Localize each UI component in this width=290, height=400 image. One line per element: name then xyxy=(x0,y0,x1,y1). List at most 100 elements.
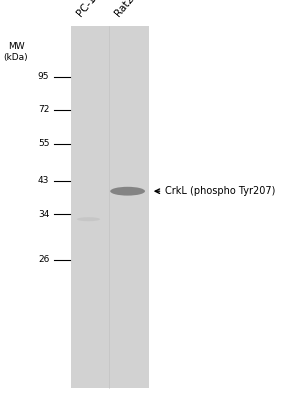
Bar xyxy=(71,116,149,120)
Bar xyxy=(71,196,149,200)
Bar xyxy=(71,261,149,265)
Bar xyxy=(71,40,149,44)
Text: MW
(kDa): MW (kDa) xyxy=(4,42,28,62)
Bar xyxy=(71,174,149,178)
Bar xyxy=(71,120,149,124)
Bar xyxy=(71,62,149,66)
Bar xyxy=(71,359,149,363)
Bar xyxy=(71,351,149,356)
Bar xyxy=(71,98,149,102)
Bar xyxy=(71,33,149,37)
Bar xyxy=(71,384,149,388)
Text: PC-12: PC-12 xyxy=(75,0,102,18)
Bar xyxy=(71,268,149,272)
Bar xyxy=(71,322,149,326)
Bar xyxy=(71,340,149,344)
Bar xyxy=(71,66,149,70)
Bar xyxy=(71,29,149,33)
Bar xyxy=(71,228,149,232)
Bar xyxy=(71,156,149,160)
Bar xyxy=(71,286,149,290)
Bar xyxy=(71,232,149,236)
Bar xyxy=(71,362,149,366)
Bar xyxy=(71,94,149,98)
Bar xyxy=(71,225,149,229)
Bar xyxy=(71,380,149,384)
Bar xyxy=(71,275,149,279)
Bar xyxy=(71,279,149,283)
Bar xyxy=(71,145,149,149)
Bar xyxy=(71,330,149,334)
Bar xyxy=(71,312,149,316)
Bar xyxy=(71,344,149,348)
Bar xyxy=(71,236,149,240)
Bar xyxy=(71,203,149,207)
Bar xyxy=(71,142,149,146)
Bar xyxy=(71,138,149,142)
Bar xyxy=(71,58,149,62)
Bar xyxy=(71,163,149,167)
Bar xyxy=(71,373,149,377)
Text: Rat2: Rat2 xyxy=(113,0,136,18)
Bar xyxy=(71,348,149,352)
Bar xyxy=(71,130,149,134)
Bar xyxy=(71,170,149,174)
Bar xyxy=(71,84,149,88)
Bar xyxy=(71,54,149,58)
Bar xyxy=(71,272,149,276)
Bar xyxy=(71,206,149,211)
Bar xyxy=(71,308,149,312)
Bar xyxy=(71,218,149,222)
Bar xyxy=(71,109,149,113)
Bar xyxy=(71,178,149,182)
Bar xyxy=(71,112,149,116)
Text: 34: 34 xyxy=(38,210,49,219)
Bar xyxy=(71,44,149,48)
Bar xyxy=(71,250,149,254)
Bar xyxy=(71,199,149,203)
Bar xyxy=(71,91,149,95)
Bar xyxy=(71,26,149,30)
Text: 26: 26 xyxy=(38,256,49,264)
Bar xyxy=(71,47,149,51)
Bar xyxy=(71,297,149,301)
Bar xyxy=(71,181,149,185)
Text: 55: 55 xyxy=(38,140,49,148)
Ellipse shape xyxy=(110,187,145,196)
Bar xyxy=(71,301,149,305)
Bar xyxy=(71,76,149,80)
Bar xyxy=(71,304,149,308)
Bar xyxy=(71,319,149,323)
Bar xyxy=(71,152,149,156)
Bar xyxy=(71,283,149,287)
Bar xyxy=(71,134,149,138)
Text: 72: 72 xyxy=(38,105,49,114)
Bar xyxy=(71,257,149,261)
Bar xyxy=(71,36,149,40)
Bar xyxy=(71,51,149,55)
Bar xyxy=(71,160,149,164)
Text: 95: 95 xyxy=(38,72,49,81)
Ellipse shape xyxy=(77,217,100,221)
Bar xyxy=(71,149,149,153)
Bar xyxy=(71,221,149,225)
Bar xyxy=(71,366,149,370)
Bar xyxy=(71,337,149,341)
Bar xyxy=(71,123,149,127)
Text: 43: 43 xyxy=(38,176,49,185)
Bar xyxy=(71,239,149,243)
Bar xyxy=(71,254,149,258)
Bar xyxy=(71,87,149,91)
Bar xyxy=(71,210,149,214)
Text: CrkL (phospho Tyr207): CrkL (phospho Tyr207) xyxy=(165,186,275,196)
Bar xyxy=(71,102,149,106)
Bar xyxy=(71,185,149,189)
Bar xyxy=(71,294,149,298)
Bar xyxy=(71,80,149,84)
Bar xyxy=(71,188,149,192)
Bar xyxy=(71,246,149,250)
Bar xyxy=(71,333,149,337)
Bar xyxy=(71,192,149,196)
Bar xyxy=(71,243,149,247)
Bar xyxy=(71,290,149,294)
